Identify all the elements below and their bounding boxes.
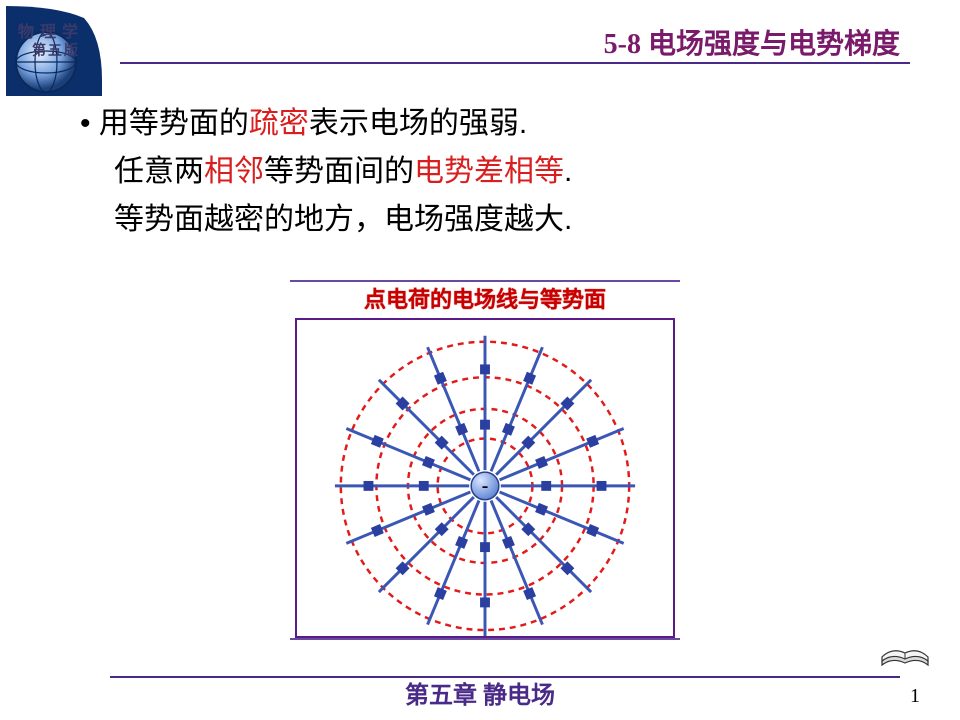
page-number: 1: [910, 685, 920, 708]
bullet-dot: •: [80, 107, 99, 140]
text: 任意两: [114, 155, 204, 188]
text: 表示电场的强弱.: [309, 107, 527, 140]
text-red: 电势差相等: [414, 155, 564, 188]
open-book-icon: [878, 631, 932, 676]
chapter-title: 5-8 电场强度与电势梯度: [604, 22, 900, 62]
text: .: [564, 155, 572, 188]
footer-chapter: 第五章 静电场: [0, 675, 960, 710]
bullet-line-1: • 用等势面的疏密表示电场的强弱.: [80, 100, 900, 148]
text-red: 相邻: [204, 155, 264, 188]
figure-diagram: -: [295, 318, 675, 638]
figure: 点电荷的电场线与等势面 -: [290, 276, 680, 640]
svg-text:-: -: [482, 475, 489, 497]
figure-title: 点电荷的电场线与等势面: [290, 282, 680, 314]
text-red: 疏密: [249, 107, 309, 140]
bullet-line-3: 等势面越密的地方，电场强度越大.: [114, 196, 900, 244]
content-block: • 用等势面的疏密表示电场的强弱. 任意两相邻等势面间的电势差相等. 等势面越密…: [80, 100, 900, 244]
bullet-line-2: 任意两相邻等势面间的电势差相等.: [114, 148, 900, 196]
figure-bottom-rule: [290, 638, 680, 640]
header-divider: [120, 62, 910, 64]
text: 用等势面的: [99, 107, 249, 140]
book-edition: 第五版: [32, 40, 80, 60]
book-title: 物理学: [18, 18, 84, 42]
text: 等势面间的: [264, 155, 414, 188]
